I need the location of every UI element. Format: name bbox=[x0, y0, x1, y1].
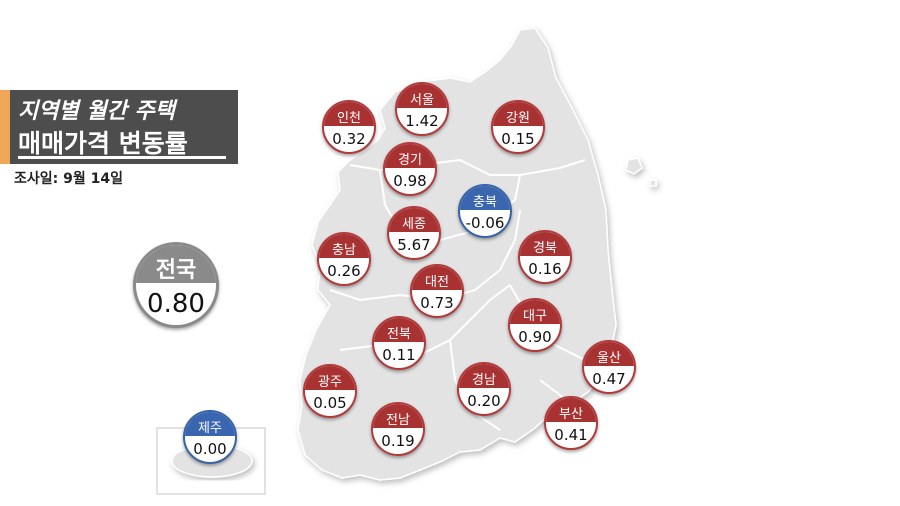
region-name: 전남 bbox=[386, 413, 410, 428]
region-name: 세종 bbox=[402, 217, 426, 232]
badge-cap bbox=[324, 102, 374, 126]
badge-gyeonggi: 경기 0.98 bbox=[383, 142, 437, 196]
badge-cap bbox=[412, 266, 462, 290]
region-value: 0.11 bbox=[382, 346, 416, 364]
badge-busan: 부산 0.41 bbox=[544, 396, 598, 450]
region-name: 제주 bbox=[198, 421, 222, 436]
badge-gwangju: 광주 0.05 bbox=[303, 364, 357, 418]
title-panel bbox=[0, 90, 238, 164]
title-accent-bar bbox=[0, 90, 10, 164]
region-name: 전국 bbox=[155, 258, 197, 283]
dokdo-island bbox=[649, 179, 657, 187]
region-value: 0.26 bbox=[327, 262, 361, 280]
badge-jeonnam: 전남 0.19 bbox=[371, 402, 425, 456]
badge-cap bbox=[584, 342, 634, 366]
badge-incheon: 인천 0.32 bbox=[322, 100, 376, 154]
badge-chungnam: 충남 0.26 bbox=[317, 232, 371, 286]
region-name: 경남 bbox=[472, 373, 496, 388]
badge-cap bbox=[374, 318, 424, 342]
badge-sejong: 세종 5.67 bbox=[387, 206, 441, 260]
region-value: 0.05 bbox=[313, 394, 347, 412]
badge-cap bbox=[493, 102, 543, 126]
region-value: 0.20 bbox=[467, 392, 501, 410]
badge-cap bbox=[389, 208, 439, 232]
region-name: 경기 bbox=[398, 153, 422, 168]
badge-cap bbox=[305, 366, 355, 390]
region-name: 대구 bbox=[523, 309, 547, 324]
badge-cap bbox=[373, 404, 423, 428]
badge-chungbuk: 충북 -0.06 bbox=[458, 184, 512, 238]
region-name: 대전 bbox=[425, 275, 449, 290]
region-value: 0.32 bbox=[332, 130, 366, 148]
badge-cap bbox=[460, 186, 510, 210]
badge-cap bbox=[546, 398, 596, 422]
region-name: 인천 bbox=[337, 111, 361, 126]
region-name: 전북 bbox=[387, 327, 411, 342]
badge-jeonbuk: 전북 0.11 bbox=[372, 316, 426, 370]
region-value: 0.47 bbox=[592, 370, 626, 388]
title-line-1: 지역별 월간 주택 bbox=[18, 99, 175, 124]
badge-cap bbox=[510, 300, 560, 324]
region-value: 0.90 bbox=[518, 328, 552, 346]
badge-cap bbox=[185, 412, 235, 436]
title-line-2: 매매가격 변동률 bbox=[18, 129, 188, 158]
title-underline bbox=[18, 156, 226, 159]
region-value: 0.73 bbox=[420, 294, 454, 312]
badge-cap bbox=[520, 232, 570, 256]
badge-gangwon: 강원 0.15 bbox=[491, 100, 545, 154]
region-name: 서울 bbox=[410, 93, 434, 108]
region-value: 5.67 bbox=[397, 236, 431, 254]
region-value: 0.15 bbox=[501, 130, 535, 148]
region-value: 1.42 bbox=[405, 112, 439, 130]
region-name: 부산 bbox=[559, 407, 583, 422]
badge-cap bbox=[385, 144, 435, 168]
badge-gyeongbuk: 경북 0.16 bbox=[518, 230, 572, 284]
survey-date: 조사일: 9월 14일 bbox=[14, 171, 123, 187]
ulleung-island bbox=[625, 157, 643, 175]
region-name: 충남 bbox=[332, 243, 356, 258]
region-value: 0.19 bbox=[381, 432, 415, 450]
badge-seoul: 서울 1.42 bbox=[395, 82, 449, 136]
region-name: 충북 bbox=[473, 195, 497, 210]
badge-gyeongnam: 경남 0.20 bbox=[457, 362, 511, 416]
badge-daejeon: 대전 0.73 bbox=[410, 264, 464, 318]
badge-cap bbox=[319, 234, 369, 258]
region-name: 경북 bbox=[533, 241, 557, 256]
region-name: 강원 bbox=[506, 111, 530, 126]
badge-daegu: 대구 0.90 bbox=[508, 298, 562, 352]
region-value: 0.16 bbox=[528, 260, 562, 278]
badge-cap bbox=[397, 84, 447, 108]
region-value: 0.41 bbox=[554, 426, 588, 444]
badge-ulsan: 울산 0.47 bbox=[582, 340, 636, 394]
badge-cap bbox=[136, 245, 216, 284]
region-value: 0.00 bbox=[193, 440, 227, 458]
badge-jeju: 제주 0.00 bbox=[183, 410, 237, 464]
badge-national: 전국 0.80 bbox=[133, 242, 219, 328]
region-name: 광주 bbox=[318, 375, 342, 390]
region-value: 0.80 bbox=[147, 289, 205, 319]
badge-cap bbox=[459, 364, 509, 388]
region-name: 울산 bbox=[597, 351, 621, 366]
region-value: -0.06 bbox=[465, 214, 505, 232]
region-value: 0.98 bbox=[393, 172, 427, 190]
